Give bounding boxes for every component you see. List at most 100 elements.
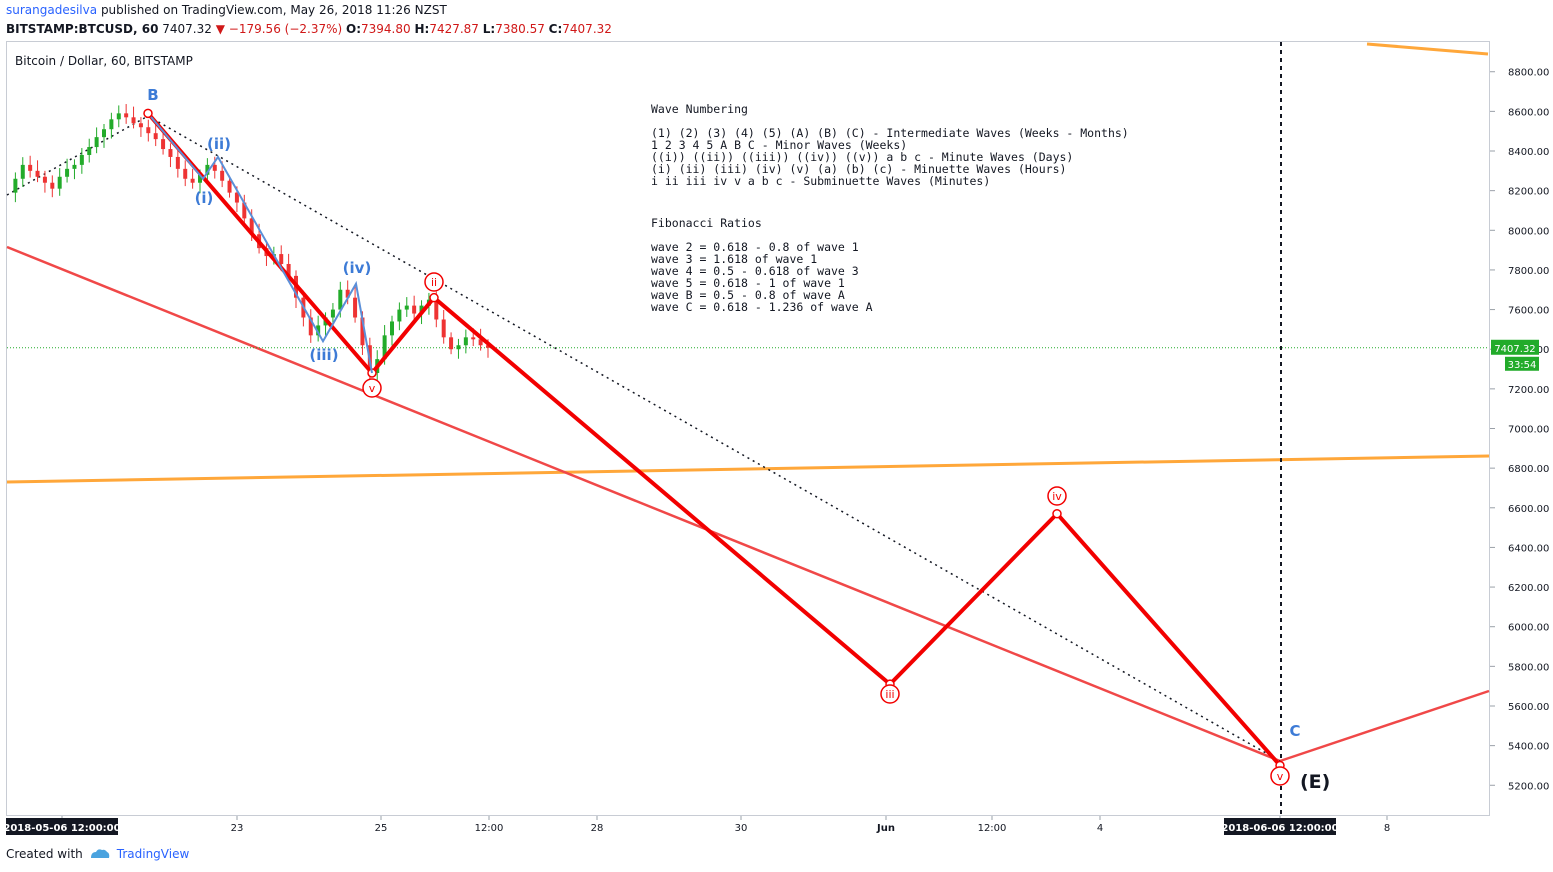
wave-b-node xyxy=(143,108,153,119)
wave-numbering-line: i ii iii iv v a b c - Subminuette Waves … xyxy=(651,174,990,188)
candle-body xyxy=(190,178,195,183)
candle-body xyxy=(205,164,210,175)
candle-body xyxy=(486,345,490,348)
high-label: H: xyxy=(414,22,430,36)
orange-resistance-line xyxy=(1366,42,1489,56)
current-price-label: 7407.32 xyxy=(1494,344,1535,355)
red-wave-node xyxy=(429,292,439,303)
y-tick-label: 6400.00 xyxy=(1508,543,1549,554)
y-tick-label: 7000.00 xyxy=(1508,425,1549,436)
candle-body xyxy=(42,176,47,183)
x-boxed-label-bg xyxy=(1224,818,1336,835)
red-label-circle xyxy=(424,272,444,292)
y-tick-label: 8200.00 xyxy=(1508,187,1549,198)
candle-body xyxy=(57,176,62,189)
publish-info: surangadesilva published on TradingView.… xyxy=(6,3,447,17)
candle-body xyxy=(175,156,180,169)
red-trend-line-extension xyxy=(1279,689,1490,763)
candle-body xyxy=(124,113,129,118)
candle-body xyxy=(338,289,343,310)
open-label: O: xyxy=(346,22,362,36)
red-label-circle xyxy=(880,684,900,704)
countdown-label: 33:54 xyxy=(1508,360,1537,371)
chart-area[interactable] xyxy=(6,41,1490,816)
fibonacci-line: wave 3 = 1.618 of wave 1 xyxy=(651,252,817,266)
x-tick-label: Jun xyxy=(876,823,895,834)
candle-body xyxy=(220,170,225,181)
text-annotations: Bitcoin / Dollar, 60, BITSTAMP Wave Numbe… xyxy=(15,54,1129,314)
red-trend-line xyxy=(6,245,1281,763)
current-price-tag xyxy=(1491,339,1539,355)
candle-body xyxy=(198,174,202,183)
candle-body xyxy=(35,170,40,177)
chart-title: Bitcoin / Dollar, 60, BITSTAMP xyxy=(15,54,193,68)
dotted-support-line xyxy=(6,115,149,196)
author-link[interactable]: surangadesilva xyxy=(6,3,98,17)
blue-wave-label: (iii) xyxy=(309,346,338,364)
red-wave-label: v xyxy=(369,382,376,395)
fibonacci-heading: Fibonacci Ratios xyxy=(651,216,762,230)
y-tick-label: 6600.00 xyxy=(1508,504,1549,515)
price-change: −179.56 (−2.37%) xyxy=(228,22,343,36)
y-tick-label: 7200.00 xyxy=(1508,385,1549,396)
trend-lines: 7407.32 33:54 xyxy=(6,42,1539,815)
open-value: 7394.80 xyxy=(361,22,411,36)
high-value: 7427.87 xyxy=(429,22,479,36)
y-tick-label: 6000.00 xyxy=(1508,623,1549,634)
footer: Created with TradingView xyxy=(6,847,189,861)
candle-body xyxy=(249,218,254,235)
candle-body xyxy=(227,180,232,193)
candle-body xyxy=(79,154,84,165)
blue-wave-label: C xyxy=(1289,722,1300,740)
wave-paths xyxy=(143,108,1285,771)
y-tick-label: 7600.00 xyxy=(1508,306,1549,317)
wave-numbering-heading: Wave Numbering xyxy=(651,102,748,116)
candle-body xyxy=(316,325,321,336)
blue-wave-label: B xyxy=(147,86,158,104)
blue-wave-path xyxy=(147,112,373,374)
fibonacci-line: wave 5 = 0.618 - 1 of wave 1 xyxy=(651,276,845,290)
red-wave-path xyxy=(146,112,1282,767)
red-label-circle xyxy=(1270,766,1290,786)
candle-body xyxy=(20,164,25,179)
candle-body xyxy=(50,182,55,189)
low-value: 7380.57 xyxy=(495,22,545,36)
fibonacci-line: wave 2 = 0.618 - 0.8 of wave 1 xyxy=(651,240,859,254)
wave-numbering-line: ((i)) ((ii)) ((iii)) ((iv)) ((v)) a b c … xyxy=(651,150,1073,164)
red-label-circle xyxy=(1047,486,1067,506)
y-tick-label: 8600.00 xyxy=(1508,107,1549,118)
y-tick-label: 5400.00 xyxy=(1508,742,1549,753)
red-wave-label: ii xyxy=(431,276,437,289)
candle-body xyxy=(382,335,387,360)
candle-body xyxy=(419,305,424,314)
candles xyxy=(13,104,490,382)
tradingview-link[interactable]: TradingView xyxy=(116,847,190,861)
y-tick-label: 5200.00 xyxy=(1508,781,1549,792)
candle-body xyxy=(109,119,114,130)
candle-body xyxy=(168,149,173,157)
close-label: C: xyxy=(548,22,563,36)
candle-body xyxy=(65,168,70,177)
candle-body xyxy=(242,202,247,219)
ohlc-bar: BITSTAMP:BTCUSD, 60 7407.32 ▼ −179.56 (−… xyxy=(6,22,612,36)
candle-body xyxy=(478,339,483,346)
red-wave-label: v xyxy=(1277,770,1284,783)
candle-body xyxy=(183,168,188,179)
blue-wave-label: (i) xyxy=(195,189,214,207)
countdown-tag xyxy=(1505,356,1539,371)
down-arrow-icon: ▼ xyxy=(215,22,225,36)
y-tick-label: 6800.00 xyxy=(1508,464,1549,475)
x-tick-label: 2018-05-06 12:00:00 xyxy=(3,823,120,834)
last-price: 7407.32 xyxy=(162,22,212,36)
low-label: L: xyxy=(482,22,496,36)
y-tick-label: 8400.00 xyxy=(1508,147,1549,158)
candle-body xyxy=(463,337,468,346)
x-tick-label: 28 xyxy=(591,823,604,834)
tradingview-logo-icon xyxy=(90,849,110,858)
candle-body xyxy=(102,129,106,138)
candle-body xyxy=(360,317,365,346)
fibonacci-line: wave C = 0.618 - 1.236 of wave A xyxy=(651,300,873,314)
candle-body xyxy=(279,254,284,264)
candle-body xyxy=(330,309,335,318)
